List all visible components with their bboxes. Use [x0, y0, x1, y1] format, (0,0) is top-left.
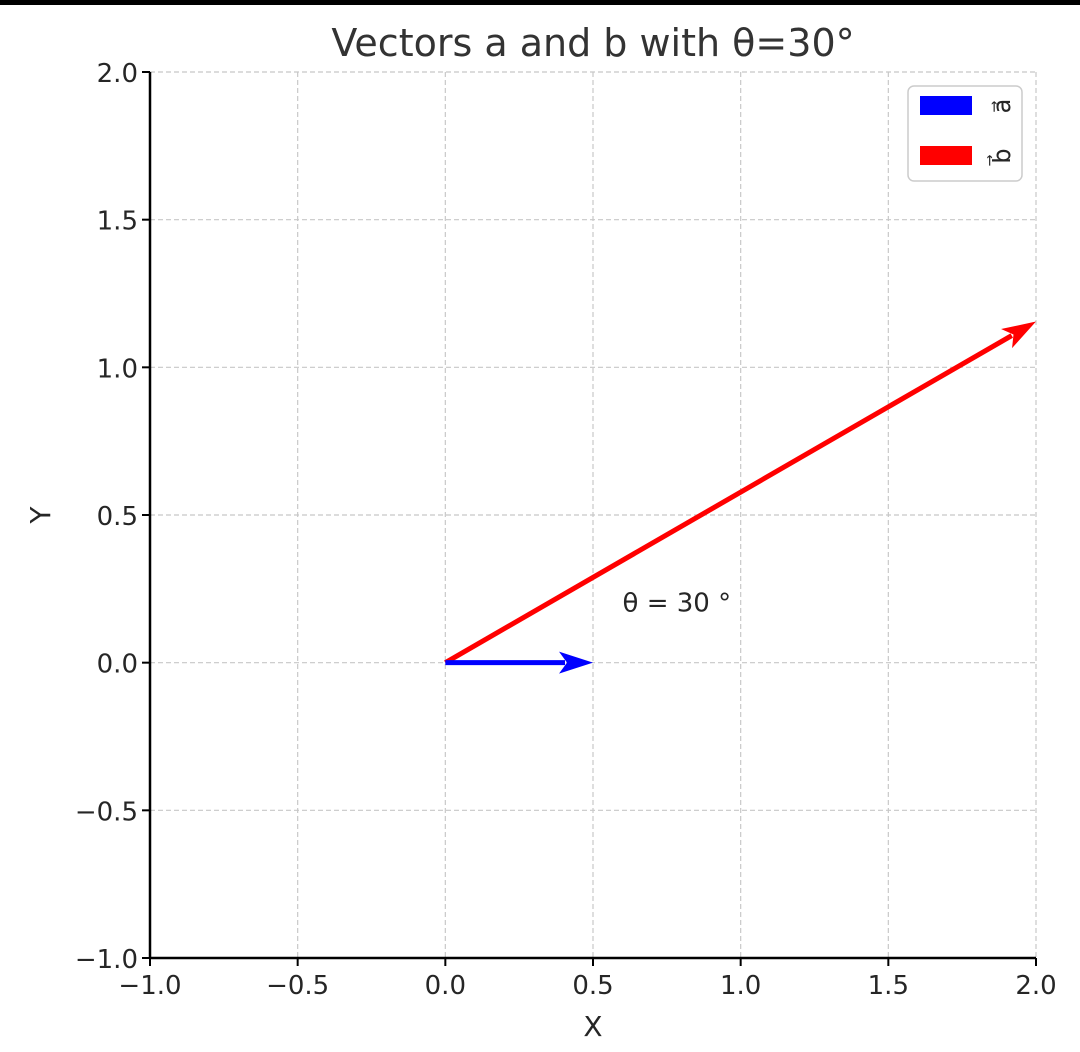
vector-shaft: [444, 333, 1014, 665]
angle-annotation: θ = 30 °: [623, 589, 732, 619]
vector-b: [444, 321, 1036, 665]
x-tick-label: −1.0: [118, 971, 181, 1001]
y-tick-label: 0.0: [97, 650, 138, 680]
x-axis-label: X: [583, 1010, 602, 1043]
y-ticks: −1.0 −0.5 0.0 0.5 1.0 1.5 2.0: [75, 59, 150, 975]
x-tick-label: −0.5: [266, 971, 329, 1001]
y-tick-label: 0.5: [97, 502, 138, 532]
x-ticks: −1.0 −0.5 0.0 0.5 1.0 1.5 2.0: [118, 958, 1057, 1001]
chart-title: Vectors a and b with θ=30°: [331, 21, 854, 65]
y-tick-label: −1.0: [75, 945, 138, 975]
vector-arrowhead: [1001, 321, 1036, 349]
y-axis-label: Y: [24, 506, 57, 525]
vector-arrowhead: [559, 651, 593, 674]
x-tick-label: 2.0: [1015, 971, 1056, 1001]
grid: [150, 71, 1037, 958]
legend-swatch: [920, 96, 972, 115]
vector-a: [445, 651, 593, 674]
legend-label: a⃗: [988, 99, 1016, 114]
x-tick-label: 1.5: [868, 971, 909, 1001]
y-tick-label: −0.5: [75, 797, 138, 827]
vectors: [444, 321, 1036, 674]
x-tick-label: 0.0: [425, 971, 466, 1001]
x-tick-label: 1.0: [720, 971, 761, 1001]
legend-swatch: [920, 146, 972, 165]
top-border: [0, 0, 1080, 5]
y-tick-label: 1.5: [97, 207, 138, 237]
x-tick-label: 0.5: [572, 971, 613, 1001]
legend-label: b⃗: [987, 148, 1016, 166]
y-tick-label: 1.0: [97, 354, 138, 384]
legend: a⃗ b⃗: [907, 85, 1023, 182]
y-tick-label: 2.0: [97, 59, 138, 89]
